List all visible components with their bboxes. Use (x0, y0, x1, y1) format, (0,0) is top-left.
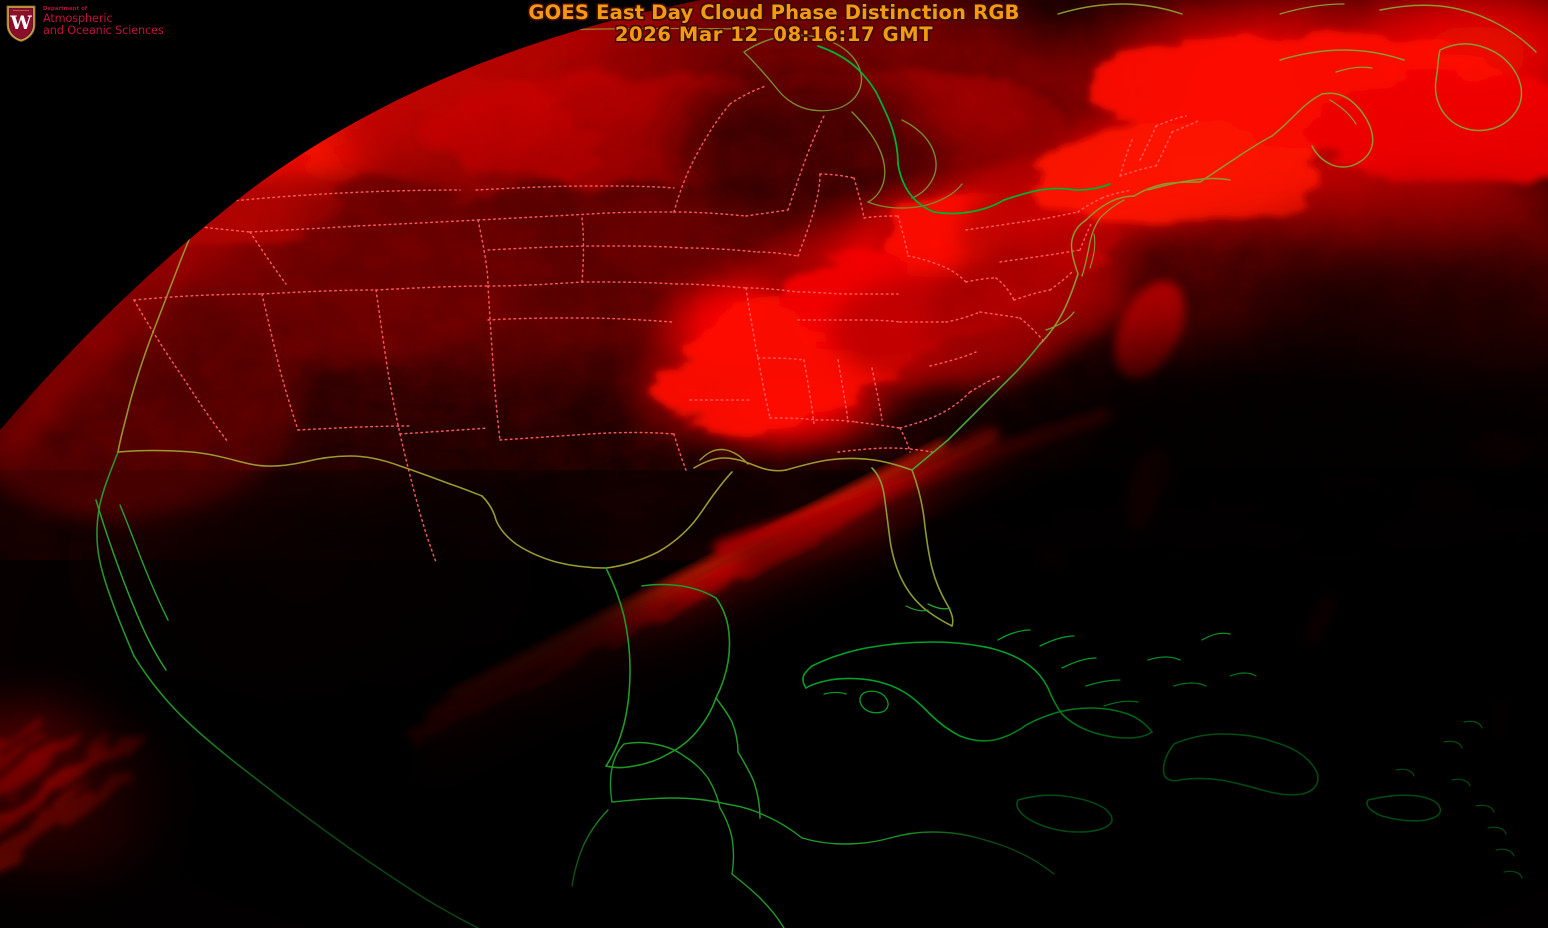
department-prefix: Department of (43, 6, 88, 13)
uw-crest-icon: W (4, 3, 38, 43)
space-background (0, 0, 700, 430)
uw-aos-logo: W Department of Atmospheric and Oceanic … (0, 0, 164, 46)
svg-text:W: W (9, 12, 32, 34)
department-line-2: and Oceanic Sciences (43, 24, 164, 38)
department-line-1: Atmospheric (43, 12, 113, 26)
state-border-overlay (117, 85, 1201, 563)
